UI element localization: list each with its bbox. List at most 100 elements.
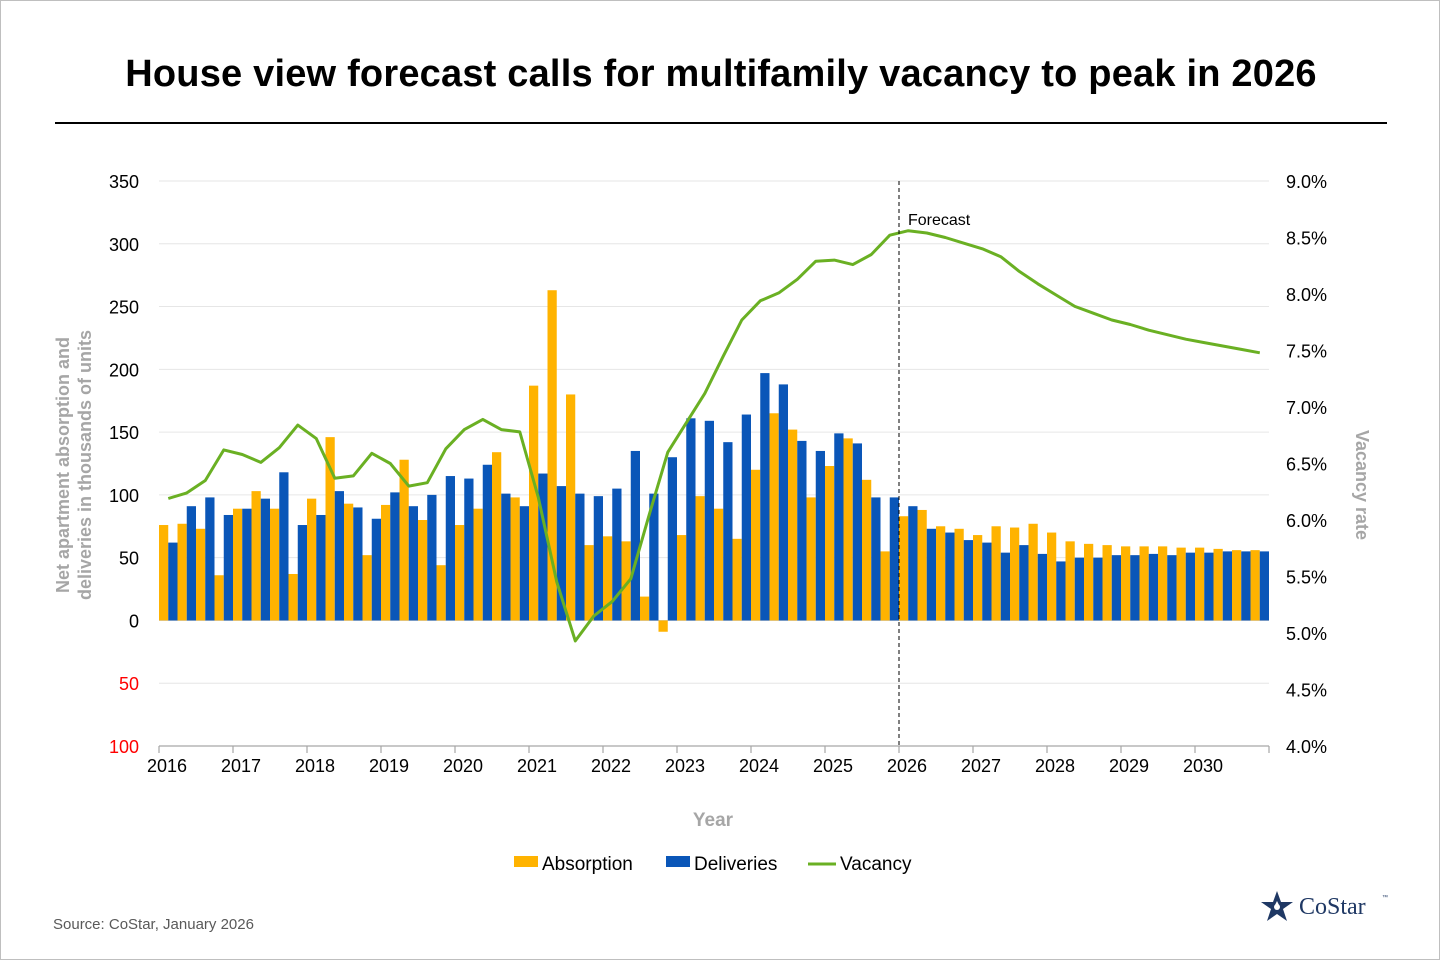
deliveries-bar: [760, 373, 770, 621]
deliveries-bar: [260, 498, 270, 621]
deliveries-bar: [279, 472, 289, 621]
deliveries-bar: [778, 384, 788, 621]
title-underline: [55, 122, 1387, 124]
absorption-bar: [288, 573, 298, 621]
y-tick-label: 150: [109, 423, 139, 443]
absorption-bar: [1250, 550, 1260, 621]
legend-label-absorption: Absorption: [542, 854, 633, 875]
absorption-bar: [418, 520, 428, 621]
y-tick-label: 200: [109, 360, 139, 380]
absorption-bar: [584, 545, 594, 621]
absorption-bar: [732, 538, 742, 621]
absorption-bar: [825, 466, 835, 621]
y2-axis-title: Vacancy rate: [1352, 430, 1372, 540]
absorption-bar: [621, 541, 631, 621]
y2-tick-label: 7.0%: [1286, 398, 1327, 418]
deliveries-bar: [408, 506, 418, 621]
absorption-bar: [658, 620, 668, 632]
absorption-bar: [529, 385, 539, 621]
deliveries-bar: [871, 497, 881, 621]
source-note: Source: CoStar, January 2026: [53, 916, 254, 933]
absorption-bar: [862, 479, 872, 621]
x-tick-label: 2024: [739, 756, 779, 776]
costar-logo-text: CoStar: [1299, 894, 1366, 920]
absorption-bar: [399, 459, 409, 621]
deliveries-bar: [501, 493, 511, 621]
deliveries-bar: [704, 420, 714, 621]
absorption-bar: [325, 437, 335, 621]
y-tick-label: 100: [109, 486, 139, 506]
deliveries-bar: [797, 440, 807, 621]
absorption-bar: [695, 496, 705, 621]
y2-tick-label: 7.5%: [1286, 342, 1327, 362]
absorption-bar: [1121, 546, 1131, 621]
deliveries-bar: [334, 491, 344, 621]
deliveries-bar: [889, 497, 899, 621]
x-tick-label: 2019: [369, 756, 409, 776]
absorption-bar: [769, 413, 779, 621]
absorption-bar: [788, 429, 798, 621]
absorption-bar: [547, 290, 557, 621]
deliveries-bar: [353, 507, 363, 621]
deliveries-bar: [427, 494, 437, 621]
costar-logo: CoStar ™: [1259, 889, 1389, 929]
y2-tick-label: 4.0%: [1286, 737, 1327, 757]
y-axis-title-line2: deliveries in thousands of units: [75, 330, 95, 600]
y-tick-label: 300: [109, 235, 139, 255]
x-tick-label: 2028: [1035, 756, 1075, 776]
legend-label-deliveries: Deliveries: [694, 854, 777, 875]
x-tick-label: 2023: [665, 756, 705, 776]
absorption-bar: [455, 525, 465, 621]
legend-label-vacancy: Vacancy: [840, 854, 912, 875]
deliveries-bar: [908, 506, 918, 621]
deliveries-bar: [1167, 555, 1177, 621]
absorption-bar: [917, 509, 927, 621]
deliveries-bar: [945, 532, 955, 621]
deliveries-bar: [1074, 557, 1084, 621]
x-tick-label: 2029: [1109, 756, 1149, 776]
y-tick-label: 0: [129, 611, 139, 631]
x-tick-label: 2017: [221, 756, 261, 776]
x-tick-label: 2026: [887, 756, 927, 776]
deliveries-bar: [445, 476, 455, 621]
absorption-bar: [1139, 546, 1149, 621]
absorption-bar: [677, 535, 687, 621]
absorption-bar: [843, 438, 853, 621]
y2-tick-label: 9.0%: [1286, 172, 1327, 192]
absorption-bar: [1102, 545, 1112, 621]
absorption-bar: [1176, 547, 1186, 621]
deliveries-bar: [556, 486, 566, 621]
absorption-bar: [510, 497, 520, 621]
absorption-bar: [991, 526, 1001, 621]
deliveries-bar: [852, 443, 862, 621]
absorption-bar: [936, 526, 946, 621]
deliveries-bar: [1056, 561, 1066, 621]
deliveries-bar: [316, 514, 326, 621]
absorption-bar: [251, 491, 261, 621]
absorption-bar: [880, 551, 890, 621]
absorption-bar: [566, 394, 576, 621]
absorption-bar: [270, 508, 280, 621]
absorption-bar: [214, 575, 224, 621]
absorption-bar: [1195, 547, 1205, 621]
deliveries-bar: [1111, 555, 1121, 621]
deliveries-bar: [205, 497, 215, 621]
deliveries-bar: [575, 493, 585, 621]
absorption-bar: [473, 508, 483, 621]
deliveries-bar: [667, 457, 677, 621]
absorption-bar: [1158, 546, 1168, 621]
absorption-bar: [436, 565, 446, 621]
deliveries-bar: [593, 496, 603, 621]
y-tick-label: 100: [109, 737, 139, 757]
absorption-bar: [362, 555, 372, 621]
deliveries-bar: [1130, 555, 1140, 621]
absorption-bar: [344, 503, 354, 621]
deliveries-bar: [538, 473, 548, 621]
y-axis-title-line1: Net apartment absorption and: [53, 337, 73, 593]
y2-tick-label: 6.5%: [1286, 455, 1327, 475]
absorption-bar: [177, 523, 187, 621]
legend-swatch-absorption: [514, 856, 538, 867]
absorption-bar: [1047, 532, 1057, 621]
